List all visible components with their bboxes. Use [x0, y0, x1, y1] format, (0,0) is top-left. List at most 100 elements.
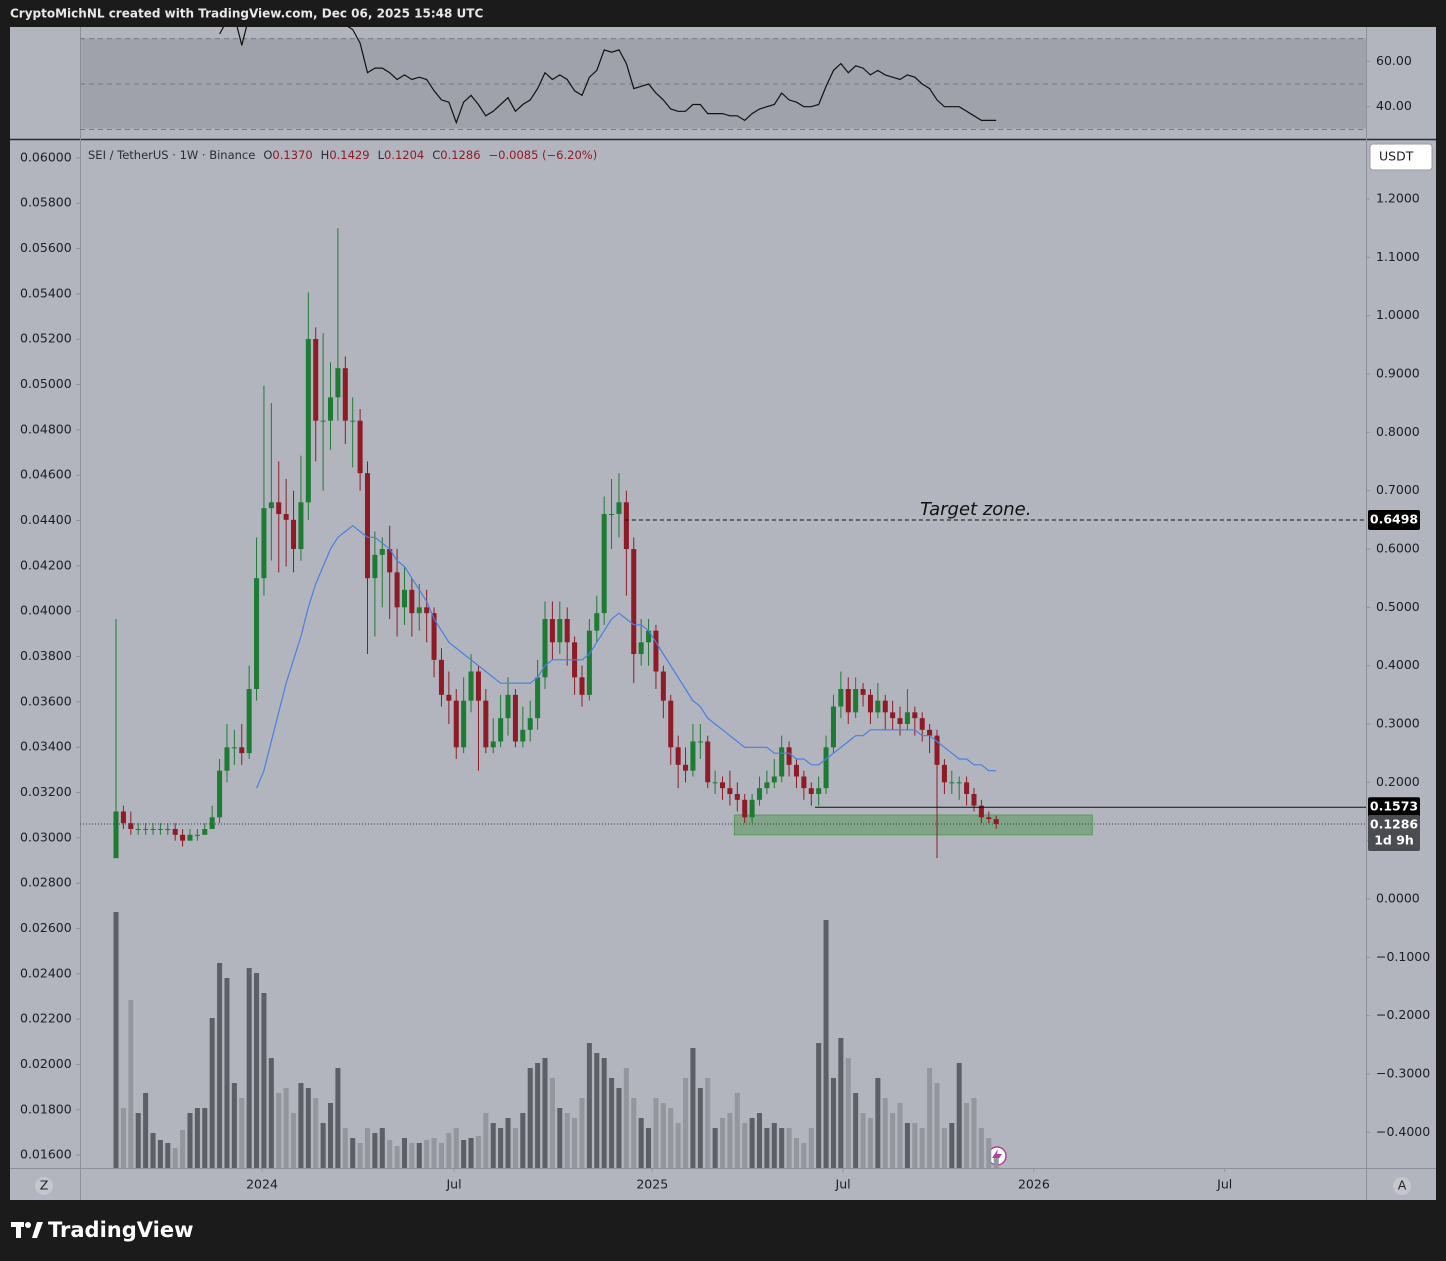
volume-bar	[150, 1133, 156, 1168]
right-button-bg[interactable]	[1393, 1177, 1411, 1195]
volume-bar	[683, 1078, 689, 1168]
volume-bar	[771, 1123, 777, 1168]
left-y-tick-label: 0.02200	[20, 1011, 72, 1026]
candle-body	[512, 694, 518, 742]
volume-bar	[313, 1098, 319, 1168]
volume-bar	[128, 1000, 134, 1168]
candle-body	[520, 729, 526, 742]
volume-bar	[727, 1113, 733, 1168]
candle-body	[438, 659, 444, 695]
candle-body	[816, 788, 822, 794]
volume-bar	[283, 1088, 289, 1168]
volume-bar	[172, 1148, 178, 1168]
volume-bar	[291, 1113, 297, 1168]
volume-bar	[409, 1143, 415, 1168]
left-y-tick-label: 0.02600	[20, 920, 72, 935]
volume-bar	[941, 1128, 947, 1168]
right-button[interactable]: A	[1398, 1178, 1407, 1193]
candle-body	[875, 700, 881, 713]
candle-body	[387, 549, 393, 573]
volume-bar	[912, 1123, 918, 1168]
x-tick-label: 2024	[246, 1177, 278, 1192]
volume-bar	[320, 1123, 326, 1168]
volume-bar	[897, 1103, 903, 1168]
logo-part	[32, 1222, 43, 1238]
left-y-tick-label: 0.02400	[20, 965, 72, 980]
left-y-tick-label: 0.05600	[20, 240, 72, 255]
volume-bar	[978, 1128, 984, 1168]
volume-bar	[453, 1128, 459, 1168]
volume-bar	[653, 1098, 659, 1168]
candle-body	[409, 589, 415, 614]
volume-bar	[927, 1068, 933, 1168]
candle-body	[756, 788, 763, 800]
volume-bar	[853, 1093, 859, 1168]
volume-bar	[845, 1058, 851, 1168]
candle-body	[165, 828, 171, 830]
rsi-tick-label: 40.00	[1376, 98, 1412, 113]
candle-body	[461, 700, 467, 748]
candle-body	[120, 811, 126, 824]
volume-bar	[394, 1146, 400, 1168]
candle-body	[749, 799, 755, 818]
rsi-band-fill	[80, 38, 1366, 129]
zone	[733, 814, 1093, 836]
left-y-tick-label: 0.04400	[20, 512, 72, 527]
candle-body	[697, 741, 703, 743]
volume-bar	[609, 1078, 615, 1168]
rsi-pane	[219, 27, 997, 125]
volume-bar	[934, 1083, 940, 1168]
volume-bar	[535, 1063, 541, 1168]
candle-body	[350, 420, 356, 422]
volume-bar	[734, 1093, 740, 1168]
candle-body	[335, 368, 341, 398]
volume-bar	[431, 1138, 437, 1168]
y-tick-label: −0.2000	[1376, 1007, 1430, 1022]
volume-bar	[461, 1140, 467, 1168]
volume-bar	[690, 1048, 696, 1168]
candle-body	[801, 776, 807, 789]
volume-bar	[964, 1103, 970, 1168]
candle-body	[276, 502, 282, 515]
volume-bar	[335, 1068, 341, 1168]
volume-bar	[949, 1123, 955, 1168]
candle-body	[705, 741, 711, 783]
volume-bar	[113, 912, 119, 1168]
volume-bar	[742, 1123, 748, 1168]
y-tick-label: 1.0000	[1376, 307, 1420, 322]
candle-body	[890, 712, 896, 719]
candle-body	[631, 549, 637, 654]
left-button-bg[interactable]	[35, 1177, 53, 1195]
y-tick-label: 0.6000	[1376, 541, 1420, 556]
volume-bar	[705, 1078, 711, 1168]
unit-button[interactable]: USDT	[1379, 149, 1414, 164]
candle-body	[135, 828, 141, 830]
candle-body	[557, 619, 563, 643]
left-button[interactable]: Z	[40, 1178, 49, 1193]
volume-bar	[749, 1118, 755, 1168]
volume-bar	[135, 1113, 141, 1168]
chart-frame	[10, 27, 1436, 1200]
candle-body	[231, 747, 237, 749]
candle-body	[498, 718, 504, 742]
candle-body	[853, 688, 859, 713]
candle-body	[364, 473, 371, 579]
candle-body	[971, 793, 977, 806]
volume-bar	[631, 1098, 637, 1168]
candle-body	[586, 630, 592, 695]
candle-body	[542, 619, 548, 678]
caption: CryptoMichNL created with TradingView.co…	[10, 7, 483, 21]
unit-button-bg[interactable]	[1369, 143, 1433, 171]
candle-body	[217, 770, 223, 818]
volume-bar	[520, 1113, 526, 1168]
volume-bar	[572, 1118, 578, 1168]
legend-item: 0.1429	[329, 148, 369, 162]
candle-body	[601, 514, 607, 614]
volume-bar	[668, 1108, 674, 1168]
volume-bar	[143, 1093, 149, 1168]
volume-bar	[438, 1143, 444, 1168]
annotation: Target zone.	[920, 499, 1031, 520]
volume-bar	[298, 1083, 304, 1168]
candle-body	[660, 671, 666, 701]
